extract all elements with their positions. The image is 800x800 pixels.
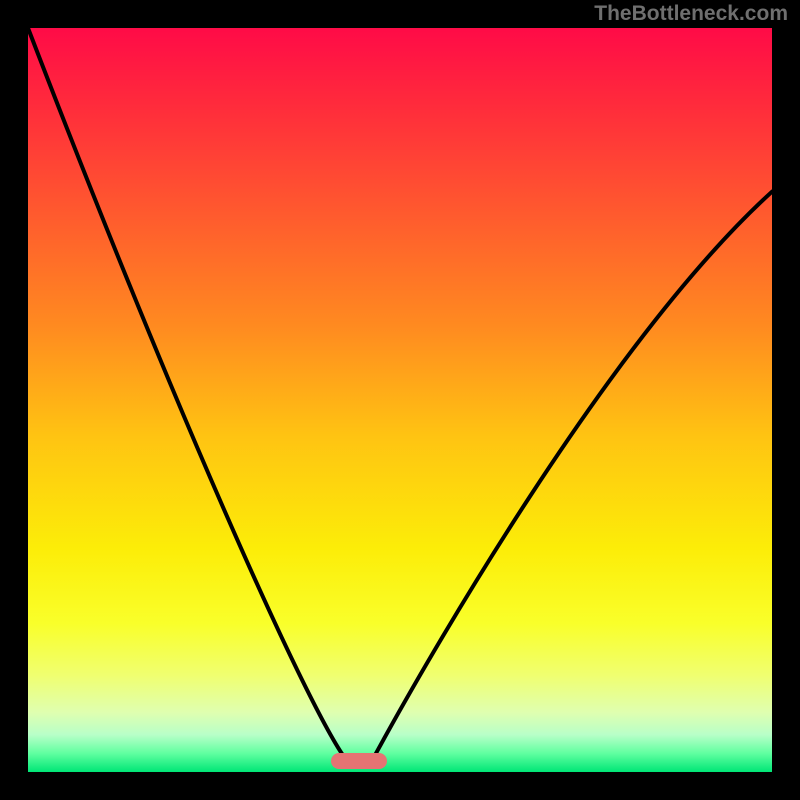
curve-right xyxy=(374,192,772,757)
bottleneck-curves xyxy=(28,28,772,772)
curve-left xyxy=(28,28,344,757)
chart-container: TheBottleneck.com xyxy=(0,0,800,800)
plot-area xyxy=(28,28,772,772)
bottleneck-marker xyxy=(331,753,387,769)
watermark-label: TheBottleneck.com xyxy=(594,2,788,26)
